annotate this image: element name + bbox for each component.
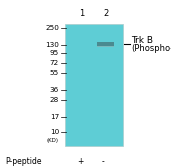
- Text: Trk B: Trk B: [131, 36, 153, 45]
- Text: +: +: [77, 157, 84, 166]
- Text: 72: 72: [50, 60, 59, 66]
- Text: 2: 2: [103, 9, 109, 18]
- Text: 95: 95: [50, 50, 59, 56]
- FancyBboxPatch shape: [97, 42, 114, 47]
- Text: 130: 130: [45, 41, 59, 48]
- Text: (KD): (KD): [47, 138, 59, 143]
- Text: -: -: [101, 157, 104, 166]
- Text: 55: 55: [50, 70, 59, 76]
- Text: 36: 36: [50, 87, 59, 93]
- FancyBboxPatch shape: [65, 24, 123, 146]
- Text: 10: 10: [50, 129, 59, 135]
- Text: 17: 17: [50, 114, 59, 120]
- Text: P-peptide: P-peptide: [5, 157, 42, 166]
- Text: (Phospho-Tyr515): (Phospho-Tyr515): [131, 44, 171, 53]
- Text: 250: 250: [45, 25, 59, 31]
- Text: 1: 1: [80, 9, 85, 18]
- FancyBboxPatch shape: [97, 42, 114, 46]
- Text: 28: 28: [50, 97, 59, 103]
